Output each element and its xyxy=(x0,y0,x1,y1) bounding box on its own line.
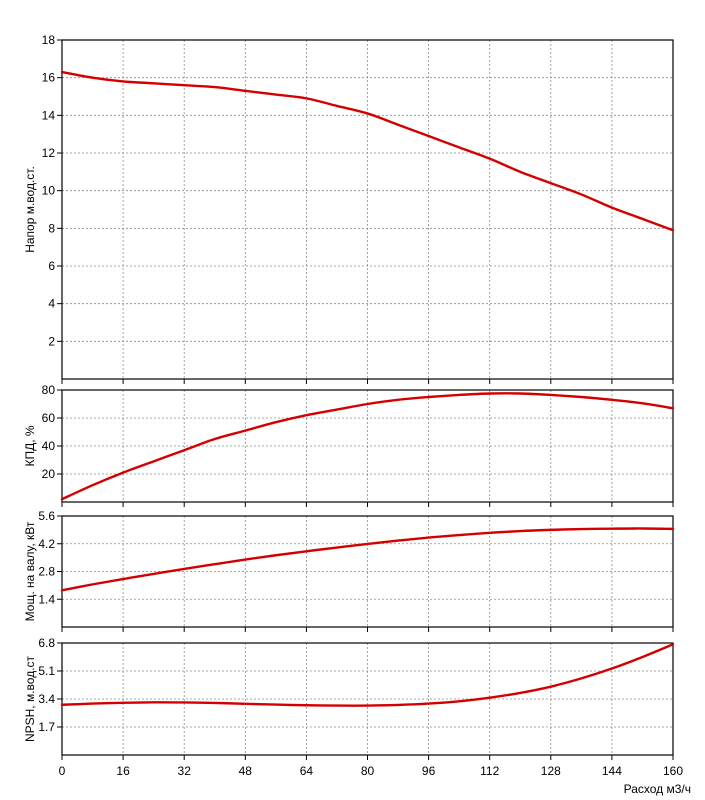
y-tick-label: 4.2 xyxy=(38,537,55,551)
x-tick-label: 144 xyxy=(602,764,622,778)
npsh-panel: 1.7 3.4 5.1 6.8 0 16 32 48 64 80 96 112 128 144 160 NPS… xyxy=(23,636,691,796)
y-tick-label: 80 xyxy=(42,383,56,397)
head-curve xyxy=(60,70,675,232)
y-tick-label: 8 xyxy=(48,221,55,235)
y-tick-label: 16 xyxy=(42,71,56,85)
y-tick-label: 10 xyxy=(42,184,56,198)
head-y-axis-label: Напор м.вод.ст. xyxy=(23,166,37,253)
y-tick-label: 18 xyxy=(42,33,56,47)
y-tick-label: 2 xyxy=(48,334,55,348)
efficiency-y-axis-label: КПД, % xyxy=(23,425,37,466)
x-tick-label: 112 xyxy=(480,764,499,778)
x-tick-label: 96 xyxy=(422,764,436,778)
y-tick-label: 12 xyxy=(42,146,56,160)
y-tick-label: 14 xyxy=(42,108,56,122)
y-tick-label: 20 xyxy=(42,467,56,481)
y-tick-label: 2.8 xyxy=(38,565,55,579)
power-curve xyxy=(60,527,675,592)
x-tick-label: 32 xyxy=(178,764,192,778)
npsh-y-axis-label: NPSH, м.вод.ст xyxy=(23,655,37,742)
y-tick-label: 4 xyxy=(48,297,55,311)
x-axis-label: Расход м3/ч xyxy=(624,782,691,796)
y-tick-label: 40 xyxy=(42,439,56,453)
efficiency-curve xyxy=(60,392,675,501)
y-tick-label: 5.6 xyxy=(38,509,55,523)
y-tick-label: 6 xyxy=(48,259,55,273)
head-panel: 2 4 6 8 10 12 14 16 18 Напор м.вод.ст. xyxy=(23,33,675,384)
x-tick-label: 128 xyxy=(541,764,561,778)
x-tick-label: 16 xyxy=(116,764,130,778)
y-tick-label: 3.4 xyxy=(38,692,55,706)
x-tick-label: 64 xyxy=(300,764,314,778)
x-tick-label: 0 xyxy=(59,764,66,778)
y-tick-label: 5.1 xyxy=(38,664,55,678)
x-tick-label: 160 xyxy=(663,764,683,778)
y-tick-label: 1.4 xyxy=(38,592,55,606)
x-tick-label: 80 xyxy=(361,764,375,778)
x-tick-label: 48 xyxy=(239,764,253,778)
efficiency-panel: 20 40 60 80 КПД, % xyxy=(23,383,675,507)
y-tick-label: 60 xyxy=(42,411,56,425)
npsh-curve xyxy=(60,643,675,707)
y-tick-label: 6.8 xyxy=(38,636,55,650)
power-y-axis-label: Мощ. на валу, кВт xyxy=(23,521,37,621)
y-tick-label: 1.7 xyxy=(38,720,55,734)
